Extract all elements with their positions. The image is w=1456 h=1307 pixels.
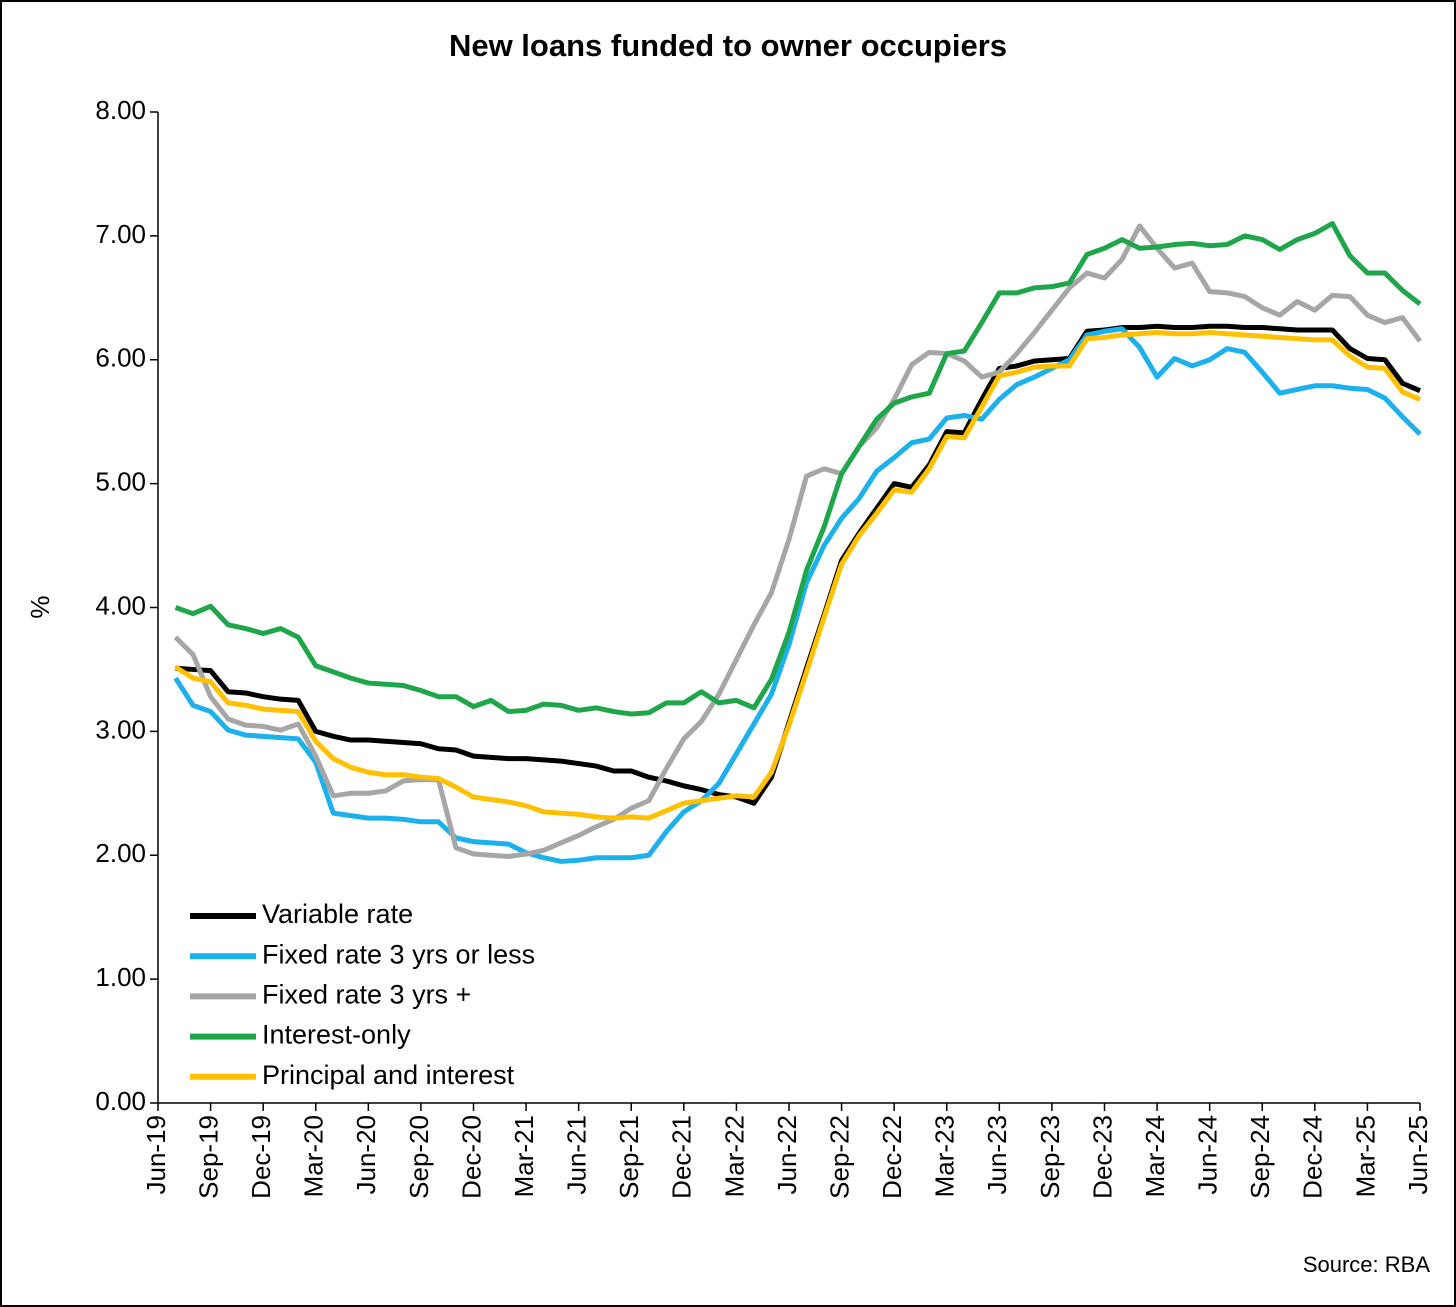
source-note: Source: RBA bbox=[1303, 1252, 1430, 1277]
legend-label: Interest-only bbox=[262, 1020, 411, 1050]
x-tick-label: Mar-22 bbox=[719, 1115, 749, 1197]
x-tick-label: Jun-19 bbox=[141, 1115, 171, 1195]
x-tick-label: Sep-19 bbox=[193, 1115, 223, 1199]
x-tick-label: Jun-22 bbox=[772, 1115, 802, 1195]
x-tick-label: Jun-21 bbox=[562, 1115, 592, 1195]
series-line bbox=[173, 326, 1422, 864]
x-tick-label: Mar-21 bbox=[509, 1115, 539, 1197]
x-tick-label: Dec-21 bbox=[667, 1115, 697, 1199]
x-tick-label: Sep-22 bbox=[824, 1115, 854, 1199]
series-line bbox=[174, 220, 1422, 717]
y-tick-label: 2.00 bbox=[95, 838, 146, 868]
x-tick-label: Mar-20 bbox=[299, 1115, 329, 1197]
x-tick-label: Sep-21 bbox=[614, 1115, 644, 1199]
x-tick-label: Dec-24 bbox=[1298, 1115, 1328, 1199]
x-tick-label: Jun-25 bbox=[1403, 1115, 1433, 1195]
y-tick-label: 5.00 bbox=[95, 467, 146, 497]
y-tick-label: 6.00 bbox=[95, 343, 146, 373]
y-tick-label: 3.00 bbox=[95, 714, 146, 744]
x-tick-label: Dec-19 bbox=[246, 1115, 276, 1199]
legend-label: Variable rate bbox=[262, 899, 413, 929]
legend-label: Fixed rate 3 yrs or less bbox=[262, 939, 535, 969]
x-tick-label: Sep-23 bbox=[1035, 1115, 1065, 1199]
x-tick-label: Sep-20 bbox=[404, 1115, 434, 1199]
x-tick-label: Jun-23 bbox=[982, 1115, 1012, 1195]
legend-label: Principal and interest bbox=[262, 1060, 515, 1090]
x-tick-label: Dec-22 bbox=[877, 1115, 907, 1199]
series-line bbox=[173, 223, 1423, 859]
legend-label: Fixed rate 3 yrs + bbox=[262, 980, 471, 1010]
y-tick-label: 4.00 bbox=[95, 590, 146, 620]
x-tick-label: Dec-20 bbox=[456, 1115, 486, 1199]
chart-title: New loans funded to owner occupiers bbox=[449, 28, 1007, 63]
x-tick-label: Mar-24 bbox=[1140, 1115, 1170, 1197]
series-line bbox=[174, 330, 1421, 821]
x-tick-label: Dec-23 bbox=[1087, 1115, 1117, 1199]
x-tick-label: Jun-20 bbox=[351, 1115, 381, 1195]
y-tick-label: 7.00 bbox=[95, 219, 146, 249]
x-tick-label: Jun-24 bbox=[1193, 1115, 1223, 1195]
y-tick-label: 1.00 bbox=[95, 962, 146, 992]
x-tick-label: Mar-23 bbox=[930, 1115, 960, 1197]
x-tick-label: Sep-24 bbox=[1245, 1115, 1275, 1199]
x-tick-label: Mar-25 bbox=[1350, 1115, 1380, 1197]
y-tick-label: 0.00 bbox=[95, 1086, 146, 1116]
y-axis-label: % bbox=[25, 595, 55, 618]
y-tick-label: 8.00 bbox=[95, 95, 146, 125]
